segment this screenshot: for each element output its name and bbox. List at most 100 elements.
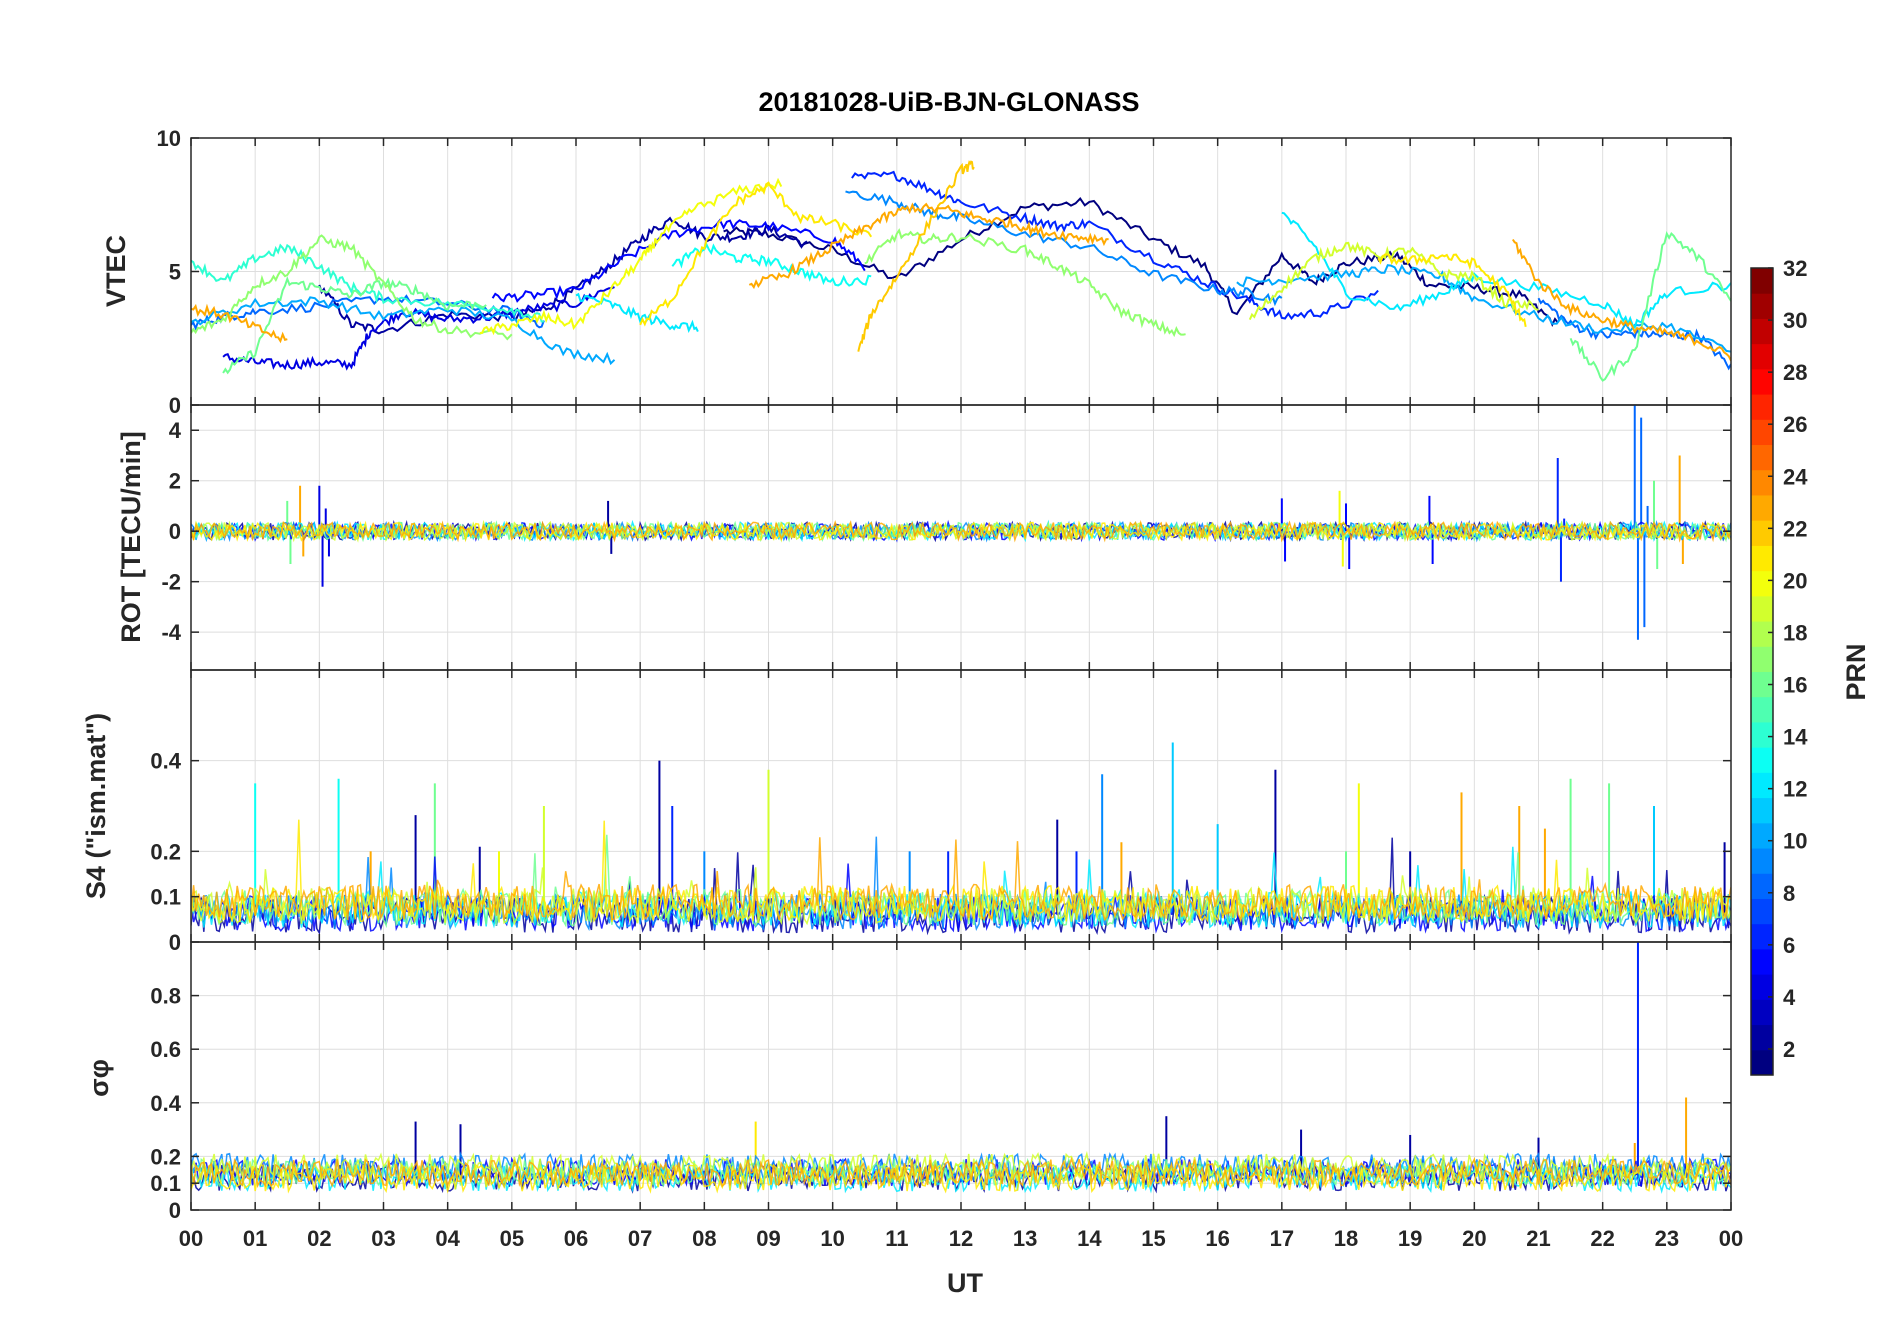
y-tick-label: 0.8: [150, 984, 181, 1009]
panel-3: 0 0.1 0.2 0.4 S4 ("ism.mat"): [81, 669, 1732, 955]
y-tick-label: 4: [169, 418, 182, 443]
y-axis-label: σφ: [84, 1059, 114, 1097]
colorbar-label: PRN: [1841, 643, 1871, 700]
noise-trace-prn-23: [191, 837, 1731, 923]
colorbar-frame: [1750, 267, 1774, 1076]
vtec-trace-prn-13: [671, 242, 872, 287]
y-tick-label: 0.1: [150, 885, 181, 910]
x-tick-label: 05: [500, 1226, 524, 1251]
panel-4: 00.10.2 0.4 0.6 0.8 σφ: [84, 941, 1732, 1223]
vtec-trace-prn-23: [1511, 238, 1731, 362]
x-tick-label: 11: [885, 1226, 908, 1251]
noise-trace-prn-16: [191, 1157, 1731, 1188]
colorbar-tick-label: 22: [1783, 516, 1807, 541]
x-axis-label: UT: [947, 1268, 983, 1298]
colorbar-tick-label: 30: [1783, 308, 1807, 333]
colorbar-segment: [1751, 671, 1773, 698]
colorbar-segment: [1751, 923, 1773, 950]
vtec-trace-prn-14: [191, 243, 544, 323]
x-tick-label: 00: [1719, 1226, 1743, 1251]
colorbar-segment: [1751, 898, 1773, 925]
noise-trace-prn-16: [191, 520, 1731, 543]
panel-data-2: [191, 405, 1731, 640]
x-tick-label: 10: [820, 1226, 844, 1251]
noise-trace-prn-23: [191, 519, 1731, 543]
panel-data-1: [191, 160, 1731, 382]
colorbar-tick-label: 26: [1783, 412, 1807, 437]
colorbar-segment: [1751, 848, 1773, 874]
y-tick-label: -4: [161, 620, 181, 645]
vtec-trace-prn-12: [575, 292, 699, 334]
panel-1: 0 5 10 VTEC: [101, 126, 1732, 418]
vtec-trace-prn-22: [857, 160, 975, 352]
colorbar-segment: [1751, 1024, 1773, 1051]
y-axis-label: VTEC: [101, 235, 131, 307]
y-tick-label: 2: [169, 469, 181, 494]
noise-trace-prn-19: [191, 519, 1731, 543]
vtec-trace-prn-21: [639, 181, 873, 327]
colorbar-segment: [1751, 974, 1773, 1000]
panel-2: -4 -2 0 2 4 ROT [TECU/min]: [116, 404, 1732, 671]
x-tick-label: 13: [1013, 1226, 1037, 1251]
colorbar-segment: [1751, 747, 1773, 773]
colorbar-tick-label: 2: [1783, 1037, 1795, 1062]
colorbar-tick-label: 14: [1783, 725, 1808, 750]
colorbar-segment: [1751, 520, 1773, 546]
colorbar-segment: [1751, 419, 1773, 446]
colorbar-tick-label: 18: [1783, 620, 1807, 645]
colorbar-segment: [1751, 948, 1773, 975]
vtec-trace-prn-17: [864, 228, 1186, 338]
colorbar-tick-label: 20: [1783, 568, 1807, 593]
y-axis-label: ROT [TECU/min]: [116, 431, 146, 642]
y-tick-label: 0: [169, 930, 181, 955]
x-tick-label: 08: [692, 1226, 716, 1251]
vtec-trace-prn-16: [222, 275, 487, 375]
vtec-trace-prn-2: [318, 216, 808, 335]
x-tick-label: 17: [1270, 1226, 1294, 1251]
vtec-trace-prn-23: [191, 303, 288, 344]
vtec-trace-prn-19: [1248, 241, 1539, 321]
panel-data-3: [191, 742, 1731, 936]
x-tick-label: 07: [628, 1226, 652, 1251]
x-tick-label: 20: [1462, 1226, 1486, 1251]
colorbar-segment: [1751, 595, 1773, 622]
vtec-trace-prn-4: [222, 286, 615, 371]
colorbar-tick-label: 32: [1783, 256, 1807, 281]
y-tick-label: 10: [157, 126, 181, 151]
colorbar-segment: [1751, 570, 1773, 597]
colorbar-tick-label: 10: [1783, 829, 1807, 854]
colorbar-segment: [1751, 293, 1773, 319]
x-tick-label: 21: [1526, 1226, 1550, 1251]
colorbar-segment: [1751, 469, 1773, 496]
vtec-trace-prn-23: [748, 202, 1109, 290]
colorbar-segment: [1751, 1049, 1773, 1076]
vtec-trace-prn-6: [851, 170, 1379, 321]
y-tick-label: 0.1: [150, 1171, 181, 1196]
x-tick-label: 01: [243, 1226, 267, 1251]
vtec-trace-prn-16: [1569, 230, 1731, 382]
x-tick-label: 19: [1398, 1226, 1422, 1251]
colorbar-segment: [1751, 318, 1773, 345]
y-tick-label: 0: [169, 393, 181, 418]
x-tick-label: 14: [1077, 1226, 1102, 1251]
y-tick-label: 0.2: [150, 1144, 181, 1169]
vtec-trace-prn-5: [491, 218, 866, 303]
chart-title: 20181028-UiB-BJN-GLONASS: [758, 87, 1139, 117]
colorbar-segment: [1751, 268, 1773, 294]
y-tick-label: 5: [169, 260, 181, 285]
colorbar-segment: [1751, 721, 1773, 748]
vtec-trace-prn-8: [1537, 297, 1731, 371]
colorbar-segment: [1751, 494, 1773, 521]
x-tick-label: 03: [371, 1226, 395, 1251]
colorbar-segment: [1751, 646, 1773, 672]
vtec-trace-prn-17: [191, 234, 513, 341]
x-tick-label: 09: [756, 1226, 780, 1251]
x-tick-label: 18: [1334, 1226, 1358, 1251]
vtec-trace-prn-10: [1236, 263, 1731, 353]
panel-data-4: [191, 942, 1731, 1194]
colorbar-tick-label: 28: [1783, 360, 1807, 385]
noise-trace-prn-23: [191, 1156, 1731, 1189]
colorbar-segment: [1751, 696, 1773, 723]
